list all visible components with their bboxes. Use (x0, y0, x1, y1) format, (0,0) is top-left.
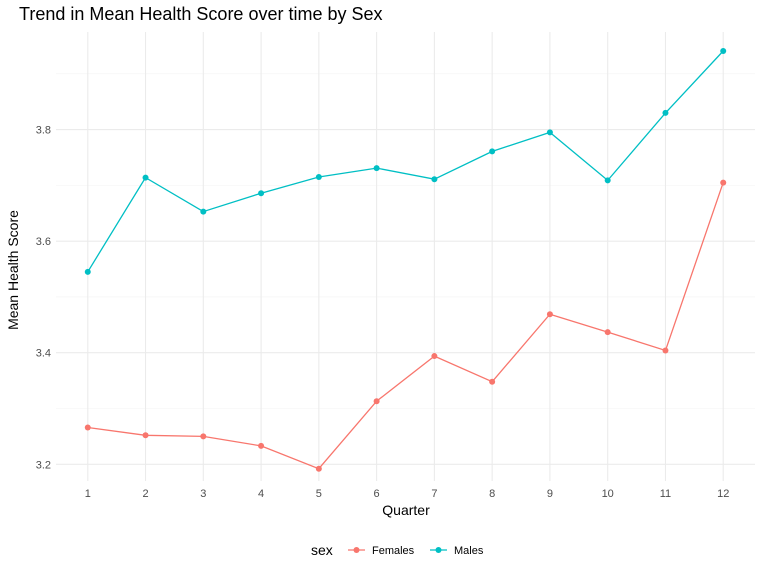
data-point-females (142, 432, 149, 439)
x-tick-label: 1 (85, 488, 91, 500)
data-point-females (84, 424, 91, 431)
y-axis-title: Mean Health Score (5, 210, 21, 330)
data-point-females (720, 179, 727, 186)
x-tick-label: 8 (489, 488, 495, 500)
data-point-females (546, 311, 553, 318)
y-tick-labels: 3.2 3.4 3.6 3.8 (36, 125, 51, 472)
data-point-males (489, 148, 496, 155)
y-tick-label: 3.8 (36, 125, 51, 137)
data-point-males (373, 165, 380, 172)
data-point-females (373, 398, 380, 405)
x-tick-label: 7 (431, 488, 437, 500)
legend-key-point-females (353, 547, 360, 553)
data-point-females (258, 442, 265, 449)
x-tick-label: 9 (547, 488, 553, 500)
x-tick-label: 12 (717, 488, 729, 500)
data-point-females (489, 378, 496, 385)
x-tick-label: 6 (374, 488, 380, 500)
x-tick-label: 4 (258, 488, 264, 500)
grid-lines (56, 32, 755, 481)
data-point-females (200, 433, 207, 440)
data-point-males (84, 268, 91, 275)
x-tick-label: 3 (200, 488, 206, 500)
data-point-males (720, 47, 727, 54)
data-point-males (662, 109, 669, 116)
chart-title: Trend in Mean Health Score over time by … (19, 4, 383, 24)
data-point-males (604, 177, 611, 184)
legend-title: sex (311, 542, 333, 558)
data-point-males (431, 176, 438, 183)
x-tick-label: 11 (660, 488, 671, 500)
data-point-females (431, 353, 438, 360)
series-line-males (87, 50, 724, 273)
x-tick-label: 10 (602, 488, 614, 500)
data-point-females (604, 329, 611, 336)
legend-label-males: Males (454, 545, 484, 557)
data-point-males (546, 129, 553, 136)
y-tick-label: 3.2 (36, 459, 51, 471)
data-point-males (258, 190, 265, 197)
data-point-females (662, 347, 669, 354)
legend-label-females: Females (372, 545, 415, 557)
series-layer (84, 47, 727, 472)
data-point-males (200, 208, 207, 215)
x-tick-label: 2 (142, 488, 148, 500)
data-point-males (315, 174, 322, 181)
data-point-males (142, 174, 149, 181)
data-point-females (315, 465, 322, 472)
y-tick-label: 3.4 (36, 348, 51, 360)
legend-key-point-males (435, 547, 442, 553)
x-tick-label: 5 (316, 488, 322, 500)
legend: sex Females Males (311, 542, 484, 558)
y-tick-label: 3.6 (36, 236, 51, 248)
x-tick-labels: 1 2 3 4 5 6 7 8 9 10 11 12 (85, 488, 730, 500)
series-line-females (87, 182, 724, 470)
x-axis-title: Quarter (382, 502, 430, 518)
